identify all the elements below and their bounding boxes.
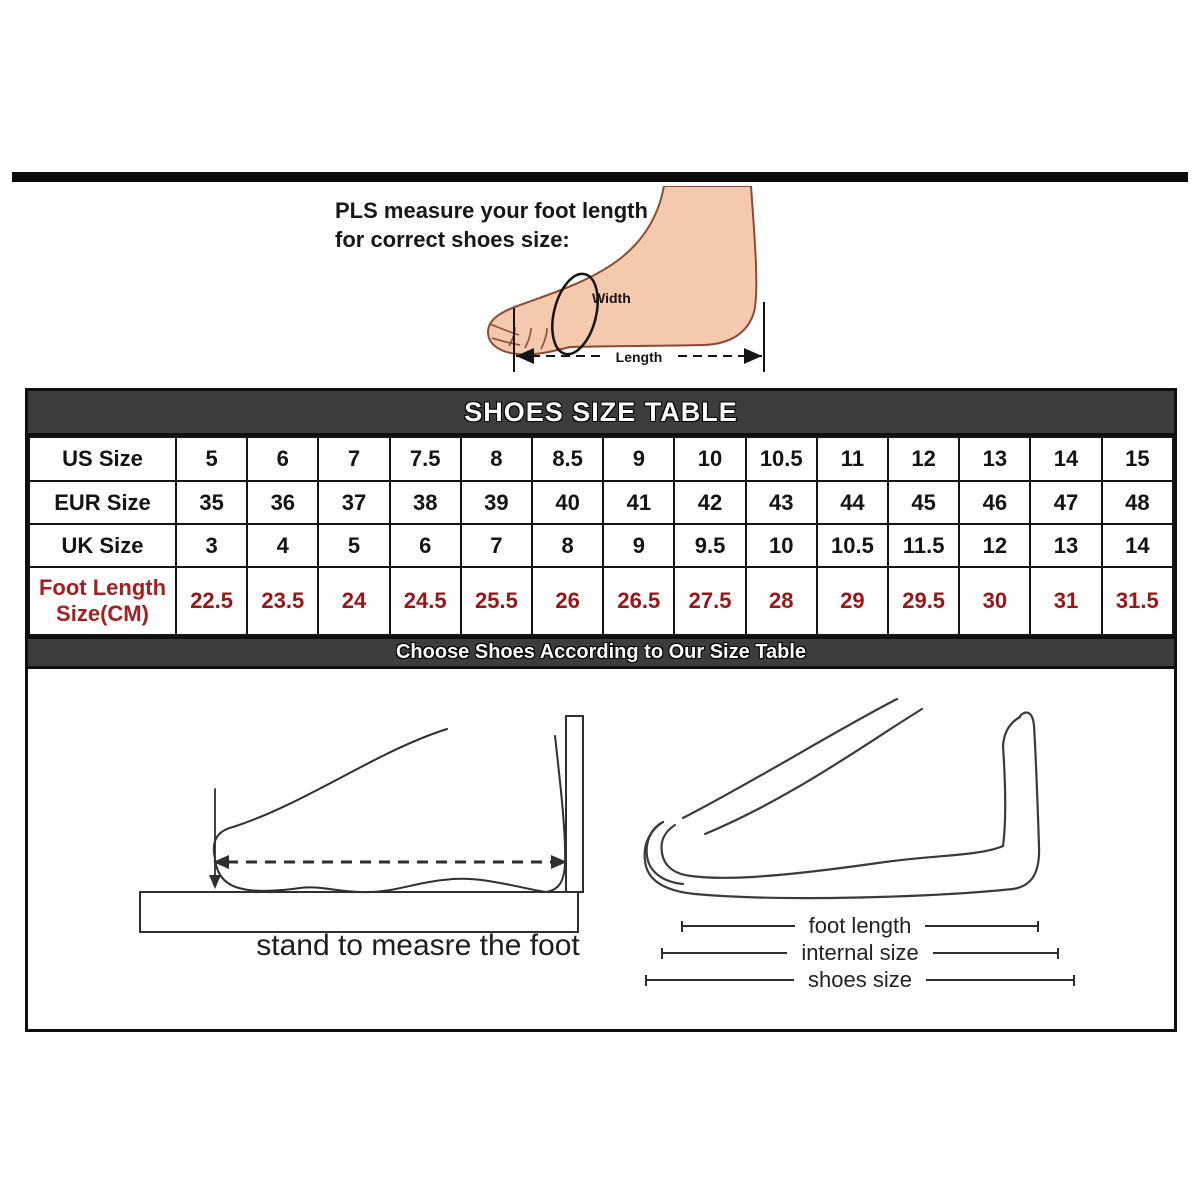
size-cell: 26: [531, 566, 605, 636]
size-cell: 8.5: [531, 436, 605, 482]
intro-line2: for correct shoes size:: [335, 227, 570, 252]
size-table-body: US Size 5 6 7 7.5 8 8.5 9 10 10.5 11 12 13 14 15 EUR Si…: [28, 436, 1175, 636]
size-cell: 43: [744, 480, 818, 525]
table-row: Foot Length Size(CM) 22.5 23.5 24 24.5 25.5 26…: [28, 566, 1175, 636]
width-label: Width: [592, 290, 631, 306]
size-cell: 3: [174, 523, 249, 568]
length-measure: [513, 302, 765, 372]
measure-line-left: [645, 974, 795, 986]
size-cell: 30: [958, 566, 1032, 636]
measuring-diagrams: stand to measre the foot: [28, 669, 1174, 1029]
measure-line-right: [925, 920, 1039, 932]
size-cell: 23.5: [246, 566, 320, 636]
choose-banner: Choose Shoes According to Our Size Table: [28, 636, 1174, 669]
measure-label: foot length: [808, 912, 912, 938]
size-cell: 31.5: [1100, 566, 1175, 636]
size-cell: 22.5: [174, 566, 249, 636]
size-cell: 9.5: [673, 523, 747, 568]
size-cell: 11: [815, 436, 890, 482]
size-cell: 5: [174, 436, 249, 482]
measure-row-internal-size: internal size: [635, 939, 1085, 966]
table-row: EUR Size 35 36 37 38 39 40 41 42 43 44 45 46 47 48: [28, 480, 1175, 525]
size-cell: 7.5: [388, 436, 462, 482]
measure-rows: foot length internal size shoes size: [635, 912, 1085, 993]
size-cell: 38: [388, 480, 462, 525]
size-cell: 6: [388, 523, 462, 568]
size-table: US Size 5 6 7 7.5 8 8.5 9 10 10.5 11 12 13 14 15 EUR Si…: [28, 436, 1175, 636]
size-cell: 14: [1100, 523, 1175, 568]
row-header: US Size: [28, 436, 177, 482]
size-cell: 39: [459, 480, 534, 525]
size-cell: 26.5: [602, 566, 676, 636]
size-cell: 29: [815, 566, 890, 636]
measure-line-right: [925, 974, 1076, 986]
table-row: UK Size 3 4 5 6 7 8 9 9.5 10 10.5 11.5 12 13 14: [28, 523, 1175, 568]
left-diagram-caption: stand to measre the foot: [256, 929, 580, 962]
size-cell: 10: [673, 436, 747, 482]
measure-line-left: [681, 920, 795, 932]
size-cell: 12: [958, 523, 1032, 568]
size-cell: 8: [459, 436, 534, 482]
foot-shape: [486, 186, 758, 356]
size-cell: 28: [744, 566, 818, 636]
size-cell: 31: [1029, 566, 1103, 636]
shoe-outline: [643, 697, 1041, 900]
size-cell: 10.5: [744, 436, 818, 482]
row-header: Foot Length Size(CM): [28, 566, 177, 636]
size-cell: 46: [958, 480, 1032, 525]
size-cell: 11.5: [887, 523, 961, 568]
size-cell: 27.5: [673, 566, 747, 636]
measure-line-left: [661, 947, 788, 959]
size-cell: 25.5: [459, 566, 534, 636]
foot-measure-illustration: Width Length: [486, 186, 765, 372]
row-header: UK Size: [28, 523, 177, 568]
size-cell: 7: [459, 523, 534, 568]
size-cell: 44: [815, 480, 890, 525]
size-cell: 24: [317, 566, 391, 636]
size-cell: 9: [602, 523, 676, 568]
measure-row-shoes-size: shoes size: [635, 966, 1085, 993]
top-divider: [12, 172, 1188, 182]
table-title: SHOES SIZE TABLE: [28, 391, 1174, 436]
size-cell: 24.5: [388, 566, 462, 636]
size-chart-panel: SHOES SIZE TABLE US Size 5 6 7 7.5 8 8.5 9 10 10.…: [25, 388, 1177, 1032]
size-cell: 10: [744, 523, 818, 568]
size-cell: 40: [531, 480, 605, 525]
size-cell: 8: [531, 523, 605, 568]
row-header: EUR Size: [28, 480, 177, 525]
shoe-size-diagram: foot length internal size shoes size: [635, 696, 1085, 993]
size-cell: 36: [246, 480, 320, 525]
length-label: Length: [616, 349, 663, 365]
size-cell: 35: [174, 480, 249, 525]
measure-label: internal size: [801, 939, 919, 965]
size-cell: 47: [1029, 480, 1103, 525]
size-cell: 45: [887, 480, 961, 525]
size-cell: 6: [246, 436, 320, 482]
measure-line-right: [932, 947, 1060, 959]
size-cell: 12: [887, 436, 961, 482]
width-girth-ellipse: [551, 272, 599, 356]
size-cell: 29.5: [887, 566, 961, 636]
measure-label: shoes size: [808, 966, 912, 992]
size-cell: 41: [602, 480, 676, 525]
size-cell: 10.5: [815, 523, 890, 568]
size-cell: 13: [1029, 523, 1103, 568]
measure-row-foot-length: foot length: [635, 912, 1085, 939]
intro-line1: PLS measure your foot length: [335, 198, 648, 223]
size-cell: 14: [1029, 436, 1103, 482]
size-cell: 7: [317, 436, 391, 482]
intro-instruction: PLS measure your foot length for correct…: [335, 196, 648, 254]
size-cell: 5: [317, 523, 391, 568]
size-cell: 9: [602, 436, 676, 482]
size-cell: 13: [958, 436, 1032, 482]
standing-foot-diagram: [139, 715, 584, 933]
table-row: US Size 5 6 7 7.5 8 8.5 9 10 10.5 11 12 13 14 15: [28, 436, 1175, 482]
size-cell: 42: [673, 480, 747, 525]
size-cell: 37: [317, 480, 391, 525]
size-cell: 15: [1100, 436, 1175, 482]
size-cell: 4: [246, 523, 320, 568]
size-cell: 48: [1100, 480, 1175, 525]
